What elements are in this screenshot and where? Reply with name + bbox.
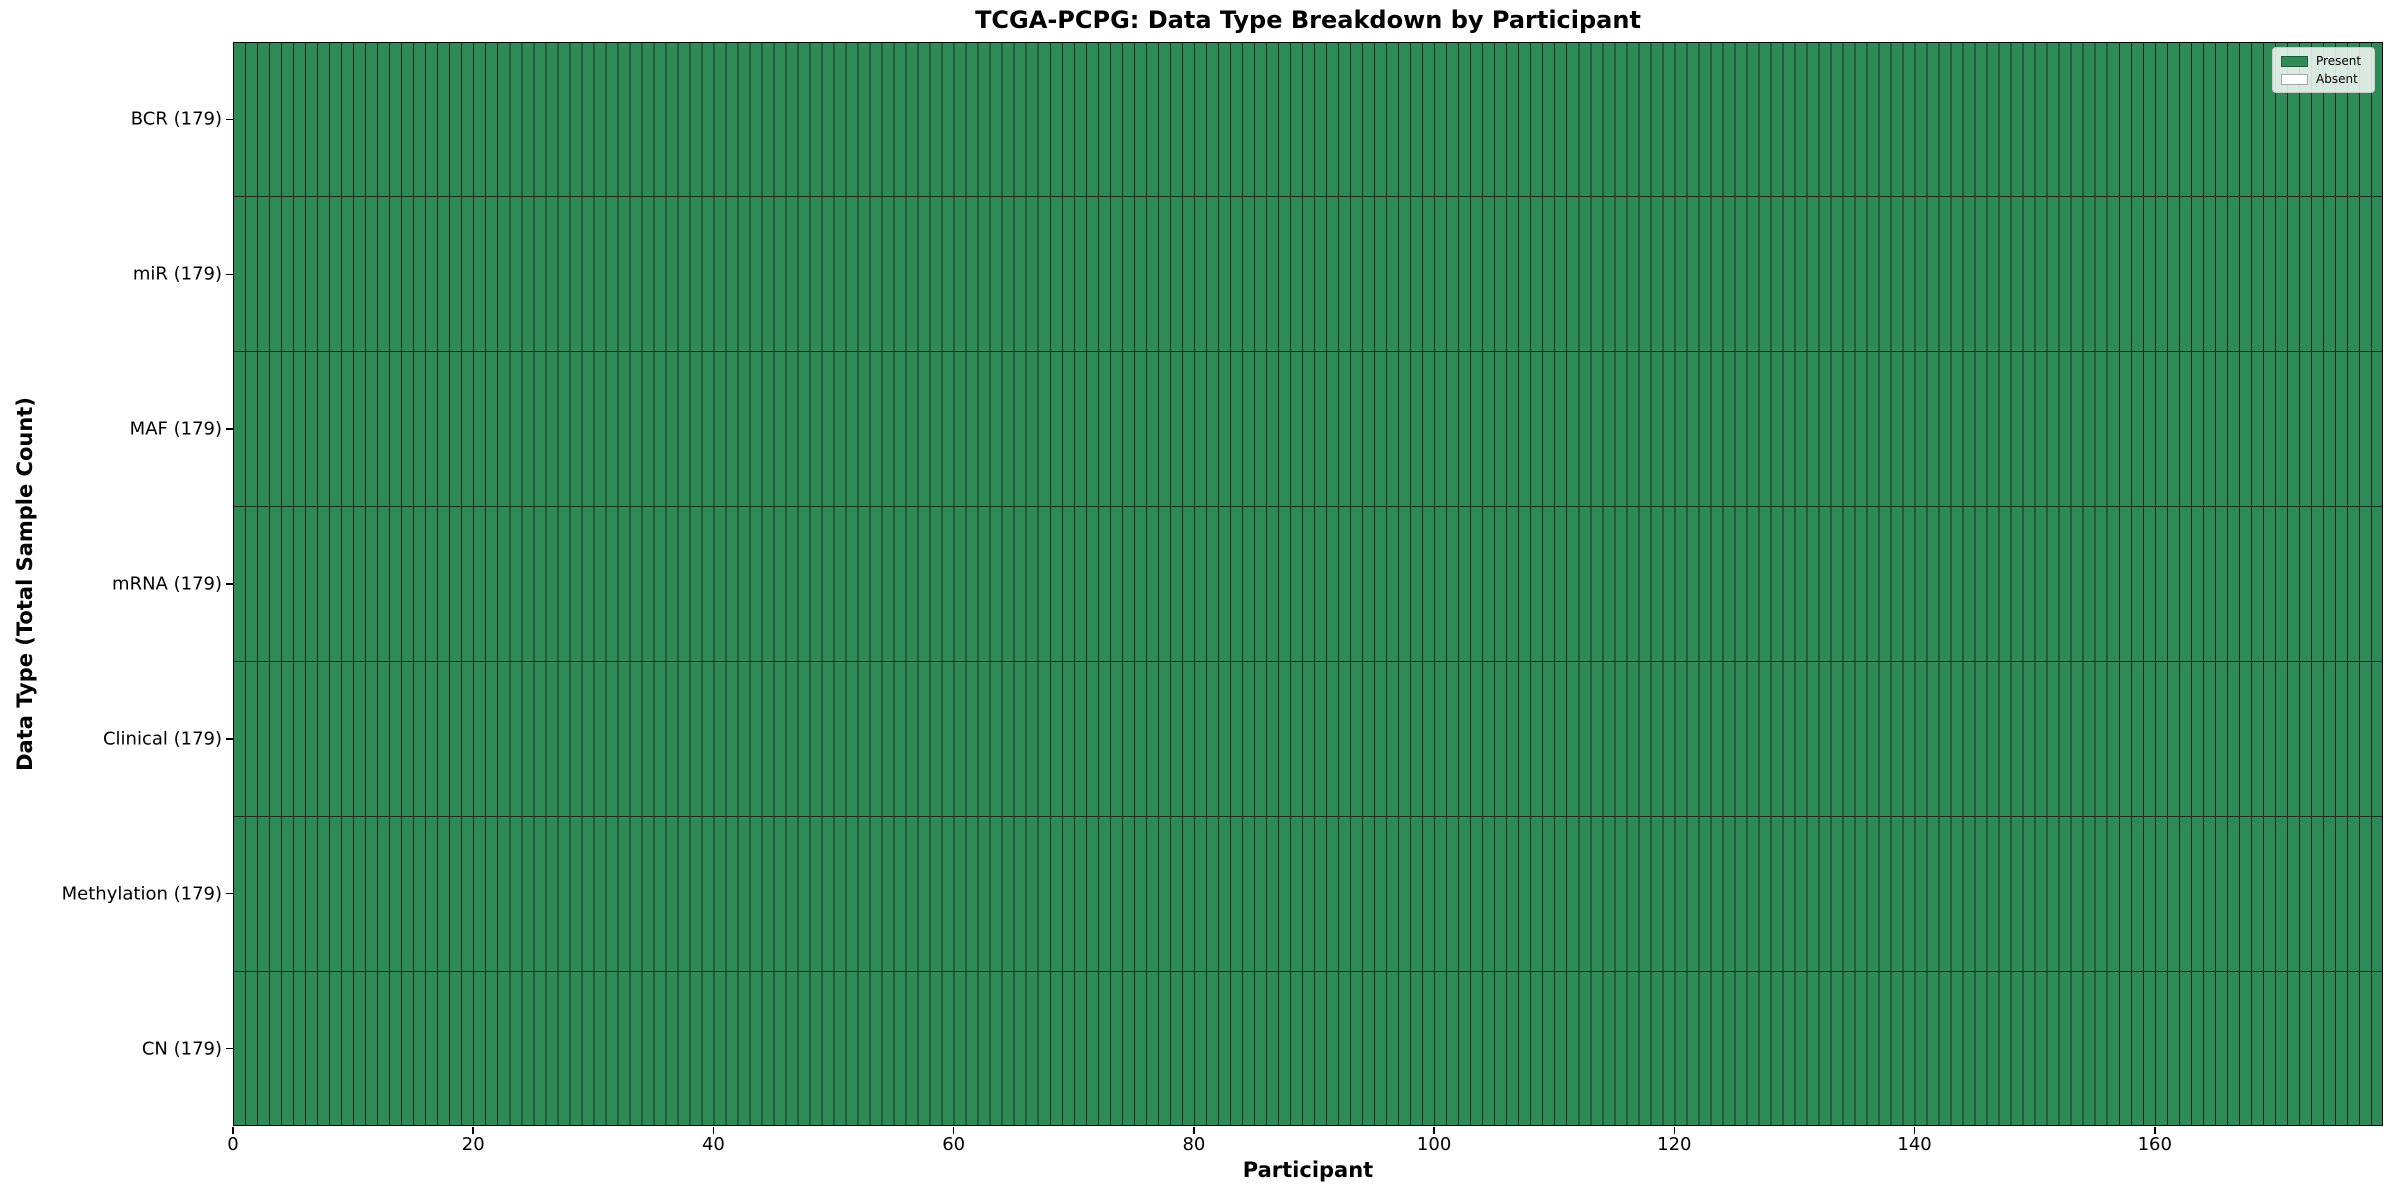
y-tick-label: Clinical (179) (102, 728, 222, 750)
legend-label: Present (2316, 54, 2362, 68)
x-tick-label: 80 (1182, 1134, 1206, 1155)
x-tick-mark (1913, 1127, 1916, 1134)
x-tick-label: 60 (942, 1134, 966, 1155)
heatmap-row (233, 42, 2383, 196)
legend-label: Absent (2316, 72, 2358, 86)
y-tick-mark (226, 1047, 233, 1050)
x-tick-mark (1193, 1127, 1195, 1134)
x-tick-mark (952, 1127, 955, 1134)
y-tick-mark (226, 738, 233, 740)
heatmap-row (233, 506, 2383, 661)
plot-area (233, 42, 2383, 1126)
x-tick-mark (472, 1127, 474, 1134)
x-tick-mark (1433, 1127, 1435, 1134)
heatmap-row (233, 196, 2383, 351)
legend-swatch-present (2281, 55, 2308, 67)
x-axis-label: Participant (1242, 1158, 1374, 1182)
x-tick-label: 20 (461, 1134, 485, 1155)
x-tick-mark (232, 1127, 234, 1134)
x-tick-mark (1673, 1127, 1676, 1134)
y-tick-label: BCR (179) (130, 108, 222, 130)
x-tick-label: 120 (1657, 1134, 1692, 1155)
legend: Present Absent (2272, 47, 2375, 93)
heatmap-row (233, 661, 2383, 816)
x-tick-label: 160 (2137, 1134, 2172, 1155)
y-tick-mark (226, 428, 233, 430)
x-tick-mark (712, 1127, 715, 1134)
heatmap-row (233, 971, 2383, 1126)
y-tick-mark (226, 273, 233, 276)
heatmap-row (233, 351, 2383, 506)
x-tick-label: 140 (1897, 1134, 1932, 1155)
y-tick-label: mRNA (179) (112, 573, 222, 595)
legend-item: Present (2281, 54, 2366, 68)
y-tick-mark (226, 892, 233, 895)
y-tick-label: miR (179) (132, 263, 222, 285)
y-tick-label: MAF (179) (129, 418, 222, 440)
x-tick-label: 40 (701, 1134, 725, 1155)
y-tick-label: Methylation (179) (61, 883, 222, 905)
legend-swatch-absent (2281, 73, 2308, 85)
y-tick-mark (226, 583, 233, 585)
chart-title: TCGA-PCPG: Data Type Breakdown by Partic… (975, 6, 1641, 34)
legend-item: Absent (2281, 72, 2366, 86)
y-tick-label: CN (179) (141, 1038, 222, 1060)
heatmap-row (233, 816, 2383, 971)
x-tick-label: 0 (227, 1134, 239, 1155)
x-tick-label: 100 (1416, 1134, 1452, 1155)
x-tick-mark (2154, 1127, 2156, 1134)
y-tick-mark (226, 118, 233, 121)
